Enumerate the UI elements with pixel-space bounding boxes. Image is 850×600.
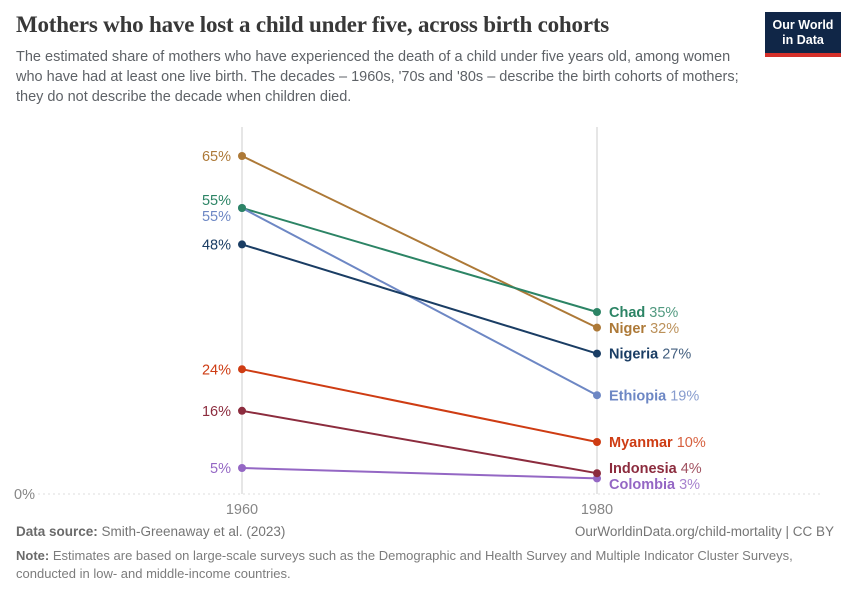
chart-subtitle: The estimated share of mothers who have … [16,49,739,105]
footer-note-text: Estimates are based on large-scale surve… [16,548,793,582]
series-dot-ethiopia-1980[interactable] [593,391,601,400]
series-line-indonesia[interactable] [241,409,598,475]
data-source-label: Data source: [16,524,98,539]
series-line-ethiopia[interactable] [241,207,598,397]
x-tick-label-1960: 1960 [226,502,258,518]
series-dot-colombia-1960[interactable] [238,464,246,472]
series-dot-chad-1960[interactable] [238,204,246,212]
series-line-myanmar[interactable] [241,368,598,443]
series-dot-indonesia-1960[interactable] [238,406,246,415]
owid-logo-line2: in Data [782,32,824,47]
series-dot-myanmar-1980[interactable] [593,438,601,446]
start-value-label-myanmar: 24% [202,362,231,378]
y-axis-zero-label: 0% [14,487,35,503]
series-label-nigeria[interactable]: Nigeria 27% [609,347,691,363]
series-label-myanmar[interactable]: Myanmar 10% [609,435,706,451]
series-dot-nigeria-1980[interactable] [593,349,601,358]
series-label-niger[interactable]: Niger 32% [609,321,679,337]
start-value-label-colombia: 5% [210,461,231,477]
chart-footer: Data source: Smith-Greenaway et al. (202… [16,524,834,583]
series-line-nigeria[interactable] [241,243,598,355]
license-link[interactable]: OurWorldinData.org/child-mortality | CC … [574,524,834,539]
series-label-ethiopia[interactable]: Ethiopia 19% [609,388,699,404]
series-line-colombia[interactable] [241,467,598,480]
footer-note-label: Note: [16,548,50,563]
start-value-label-ethiopia: 55% [202,209,231,225]
owid-logo-line1: Our World [772,18,834,32]
series-line-chad[interactable] [241,207,598,313]
series-label-indonesia[interactable]: Indonesia 4% [609,461,702,477]
series-label-colombia[interactable]: Colombia 3% [609,477,700,493]
chart-title: Mothers who have lost a child under five… [16,12,610,37]
series-dot-myanmar-1960[interactable] [238,365,246,374]
owid-logo-accent-bar [765,52,841,57]
footer-note: Note: Estimates are based on large-scale… [16,547,798,583]
start-value-label-indonesia: 16% [202,404,231,420]
owid-logo[interactable]: Our World in Data [765,12,841,57]
series-line-niger[interactable] [241,155,598,329]
series-label-chad[interactable]: Chad 35% [609,305,678,321]
data-source: Data source: Smith-Greenaway et al. (202… [16,524,285,539]
series-dot-indonesia-1980[interactable] [593,469,601,478]
owid-logo-box: Our World in Data [765,12,841,53]
chart-header: Mothers who have lost a child under five… [16,12,834,107]
series-dot-niger-1980[interactable] [593,323,601,332]
series-dot-chad-1980[interactable] [593,308,601,316]
start-value-label-niger: 65% [202,149,231,165]
x-tick-label-1980: 1980 [581,502,613,518]
start-value-label-chad: 55% [202,193,231,209]
series-dot-nigeria-1960[interactable] [238,240,246,249]
source-row: Data source: Smith-Greenaway et al. (202… [16,524,834,539]
series-dot-niger-1960[interactable] [238,152,246,160]
data-source-text: Smith-Greenaway et al. (2023) [97,524,286,539]
start-value-label-nigeria: 48% [202,237,231,253]
